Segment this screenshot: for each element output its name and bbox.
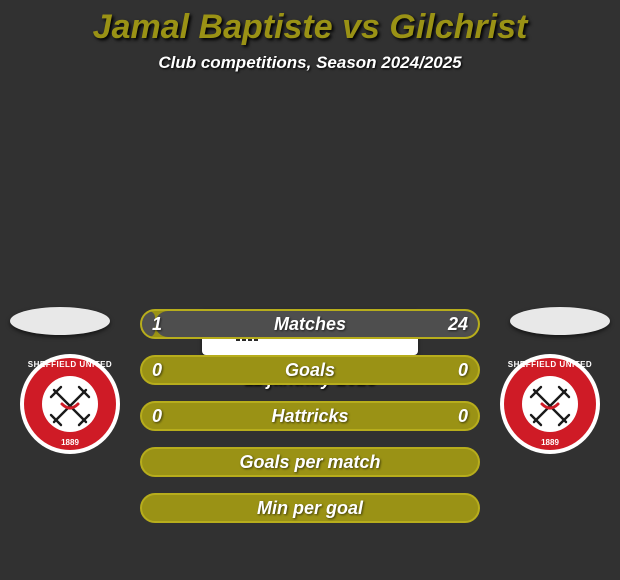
- club-badge-right-name: SHEFFIELD UNITED: [500, 360, 600, 369]
- stat-label: Min per goal: [142, 495, 478, 521]
- stat-row-hattricks: 00Hattricks: [140, 401, 480, 431]
- club-badge-left: SHEFFIELD UNITED 1889: [20, 354, 120, 454]
- club-badge-left-year: 1889: [20, 438, 120, 447]
- stat-bars: 124Matches 00Goals 00Hattricks Goals per ma…: [140, 309, 480, 539]
- subtitle: Club competitions, Season 2024/2025: [0, 53, 620, 73]
- stat-label: Goals: [142, 357, 478, 383]
- stat-label: Matches: [142, 311, 478, 337]
- stat-row-min-per-goal: Min per goal: [140, 493, 480, 523]
- club-badge-right-year: 1889: [500, 438, 600, 447]
- stat-label: Goals per match: [142, 449, 478, 475]
- swords-icon: [528, 384, 572, 428]
- club-badge-right: SHEFFIELD UNITED 1889: [500, 354, 600, 454]
- player-left-ellipse: [10, 307, 110, 335]
- swords-icon: [48, 384, 92, 428]
- stat-label: Hattricks: [142, 403, 478, 429]
- player-right-ellipse: [510, 307, 610, 335]
- club-badge-left-name: SHEFFIELD UNITED: [20, 360, 120, 369]
- comparison-area: SHEFFIELD UNITED 1889 SHEFFIELD UNITED: [0, 309, 620, 390]
- stat-row-matches: 124Matches: [140, 309, 480, 339]
- stat-row-goals: 00Goals: [140, 355, 480, 385]
- page-title: Jamal Baptiste vs Gilchrist: [0, 0, 620, 47]
- stat-row-goals-per-match: Goals per match: [140, 447, 480, 477]
